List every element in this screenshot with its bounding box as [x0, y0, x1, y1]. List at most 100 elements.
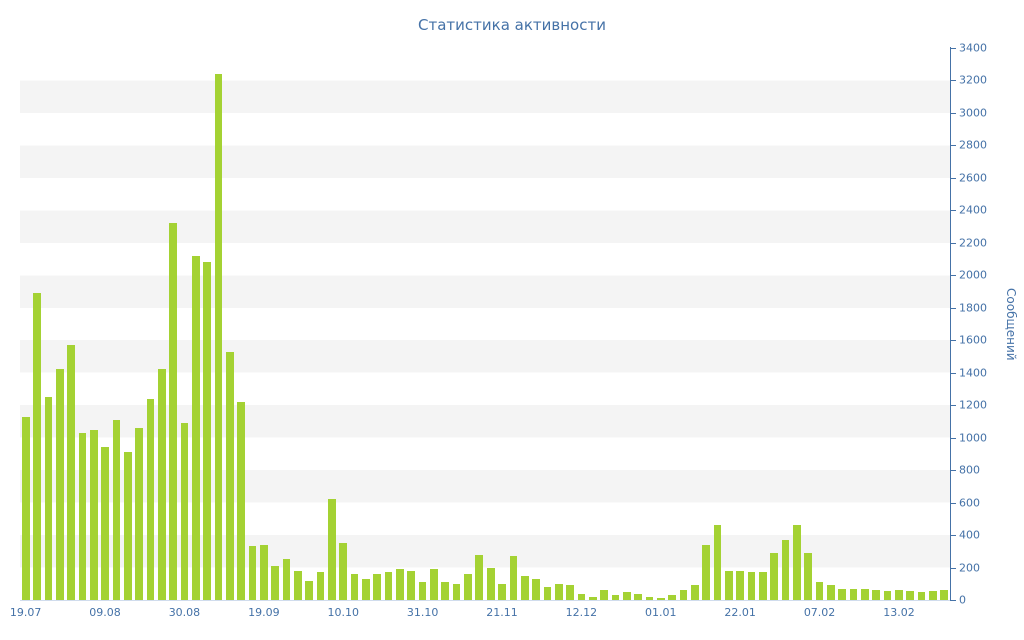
y-tick-label: 1400: [959, 366, 987, 380]
y-tick-label: 0: [959, 593, 966, 607]
x-tick-label: 07.02: [803, 606, 836, 619]
bar: [362, 578, 370, 600]
bar: [123, 452, 132, 600]
bar: [793, 525, 801, 600]
bar: [759, 571, 767, 600]
y-tick: [951, 112, 956, 114]
bar: [838, 588, 847, 600]
bar: [157, 369, 166, 600]
y-tick: [951, 177, 956, 179]
y-tick: [951, 405, 956, 407]
bar: [418, 582, 427, 600]
bar: [169, 223, 177, 600]
y-tick-label: 3200: [959, 73, 987, 87]
bar: [430, 569, 438, 600]
y-tick-label: 1000: [959, 431, 987, 445]
y-tick-label: 2800: [959, 138, 987, 152]
bar: [214, 73, 223, 600]
y-tick: [951, 437, 956, 439]
bar: [135, 427, 143, 600]
y-tick: [951, 242, 956, 244]
y-tick: [951, 340, 956, 342]
bar: [724, 570, 733, 600]
bar: [883, 591, 892, 600]
bar: [328, 499, 336, 600]
bar: [622, 591, 631, 600]
bar: [464, 574, 472, 600]
bar: [101, 447, 109, 600]
y-tick: [951, 275, 956, 277]
x-tick-label: 30.08: [168, 606, 201, 619]
y-axis-line: [950, 47, 951, 601]
x-tick-label: 31.10: [406, 606, 439, 619]
bar: [486, 567, 495, 600]
bar: [804, 552, 813, 600]
y-tick-label: 2000: [959, 268, 987, 282]
x-tick-label: 19.07: [9, 606, 42, 619]
bar: [373, 574, 382, 600]
bar: [282, 559, 291, 600]
bar: [498, 583, 506, 600]
bar: [78, 432, 87, 600]
plot-area: [20, 48, 950, 600]
bar: [554, 583, 563, 600]
bar: [827, 585, 835, 600]
bar: [668, 595, 676, 600]
bar: [396, 569, 404, 600]
bar: [770, 552, 779, 600]
bar: [248, 546, 257, 600]
bar: [736, 570, 745, 600]
bar: [294, 570, 302, 600]
bar: [305, 580, 314, 600]
bar: [781, 539, 790, 600]
y-tick-label: 2200: [959, 236, 987, 250]
y-tick: [951, 535, 956, 537]
bar: [690, 585, 699, 600]
y-tick-label: 3400: [959, 41, 987, 55]
y-tick: [951, 502, 956, 504]
bar: [146, 398, 155, 600]
bar: [929, 591, 937, 600]
y-tick: [951, 307, 956, 309]
bar: [895, 590, 903, 600]
bar: [815, 582, 824, 600]
bar: [21, 416, 30, 600]
bar: [543, 587, 552, 600]
bar: [713, 525, 722, 600]
bar: [441, 582, 450, 600]
x-tick-label: 13.02: [883, 606, 915, 619]
bar: [940, 590, 949, 600]
y-tick: [951, 80, 956, 82]
bar: [747, 572, 756, 600]
y-tick-label: 1600: [959, 333, 987, 347]
bar: [849, 588, 858, 600]
y-tick: [951, 372, 956, 374]
bar: [656, 598, 665, 600]
bar: [112, 419, 121, 600]
bar: [259, 544, 268, 600]
y-axis-title: Сообщений: [1004, 287, 1018, 361]
bar: [237, 401, 245, 600]
bar: [89, 429, 98, 600]
y-tick-label: 2400: [959, 203, 987, 217]
x-tick-label: 19.09: [248, 606, 280, 619]
bar: [55, 369, 64, 600]
bars-container: [20, 48, 950, 600]
y-tick-label: 600: [959, 496, 980, 510]
bar: [407, 570, 416, 600]
bar: [600, 590, 608, 600]
x-tick-label: 10.10: [327, 606, 359, 619]
y-tick-label: 3000: [959, 106, 987, 120]
x-axis-line: [20, 600, 951, 601]
bar: [384, 572, 393, 600]
bar: [532, 578, 540, 600]
bar: [191, 255, 200, 600]
bar: [180, 423, 189, 600]
bar: [452, 583, 461, 600]
bar: [67, 345, 75, 600]
y-tick-label: 800: [959, 463, 980, 477]
chart-title: Статистика активности: [418, 16, 606, 34]
bar: [861, 589, 869, 600]
bar: [33, 293, 41, 600]
